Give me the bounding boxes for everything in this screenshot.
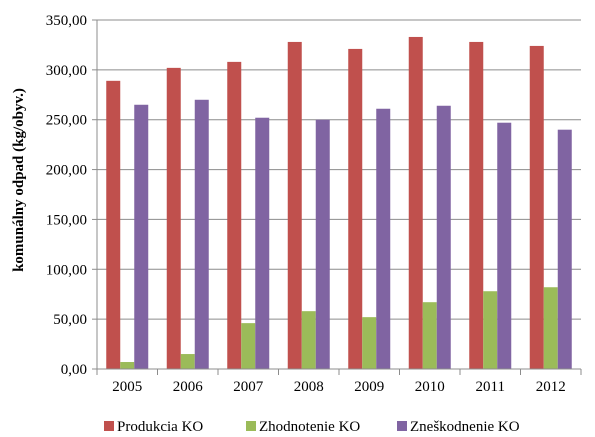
- bar: [348, 48, 363, 369]
- y-tick-label: 250,00: [46, 113, 87, 129]
- legend-swatch: [246, 421, 256, 431]
- x-tick-label: 2012: [536, 379, 566, 395]
- bar: [483, 291, 498, 369]
- x-tick-label: 2011: [476, 379, 505, 395]
- bar: [436, 105, 451, 370]
- y-tick-label: 0,00: [61, 362, 87, 378]
- bar: [106, 80, 121, 369]
- x-tick-label: 2005: [112, 379, 142, 395]
- legend: Produkcia KO Zhodnotenie KO Zneškodnenie K…: [104, 419, 520, 435]
- y-tick-labels: 0,00 50,00 100,00 150,00 200,00 250,00 300,00 3…: [46, 13, 97, 378]
- y-tick-label: 350,00: [46, 13, 87, 29]
- y-tick-label: 200,00: [46, 163, 87, 179]
- y-tick-label: 100,00: [46, 262, 87, 278]
- axes: [96, 20, 582, 375]
- bar: [255, 117, 270, 369]
- bar: [315, 119, 330, 369]
- bar: [362, 317, 377, 369]
- bar: [227, 61, 242, 369]
- bar: [376, 108, 391, 369]
- x-tick-label: 2010: [415, 379, 445, 395]
- bar: [134, 104, 149, 369]
- legend-swatch: [104, 421, 114, 431]
- x-tick-label: 2008: [294, 379, 324, 395]
- bar: [469, 41, 484, 370]
- y-tick-label: 150,00: [46, 212, 87, 228]
- y-axis-title: komunálny odpad (kg/obyv.): [11, 88, 27, 272]
- bar: [529, 45, 544, 369]
- legend-label: Zneškodnenie KO: [410, 419, 520, 435]
- bar: [408, 36, 423, 370]
- bar: [497, 122, 512, 369]
- bar: [180, 354, 195, 369]
- y-tick-label: 50,00: [53, 312, 87, 328]
- x-tick-label: 2006: [173, 379, 204, 395]
- bar: [194, 99, 209, 370]
- x-tick-labels: 2005 2006 2007 2008 2009 2010 2011 2012: [112, 379, 566, 395]
- x-tick-label: 2009: [354, 379, 384, 395]
- bar: [301, 311, 316, 369]
- legend-label: Produkcia KO: [117, 419, 203, 435]
- bar: [422, 302, 437, 369]
- legend-swatch: [397, 421, 407, 431]
- bar: [557, 129, 572, 369]
- bars: [106, 36, 572, 370]
- x-tick-label: 2007: [233, 379, 264, 395]
- bar: [287, 41, 302, 370]
- bar: [166, 67, 181, 369]
- y-tick-label: 300,00: [46, 63, 87, 79]
- legend-label: Zhodnotenie KO: [259, 419, 360, 435]
- bar: [543, 287, 558, 369]
- bar: [120, 362, 135, 369]
- bar: [241, 323, 256, 369]
